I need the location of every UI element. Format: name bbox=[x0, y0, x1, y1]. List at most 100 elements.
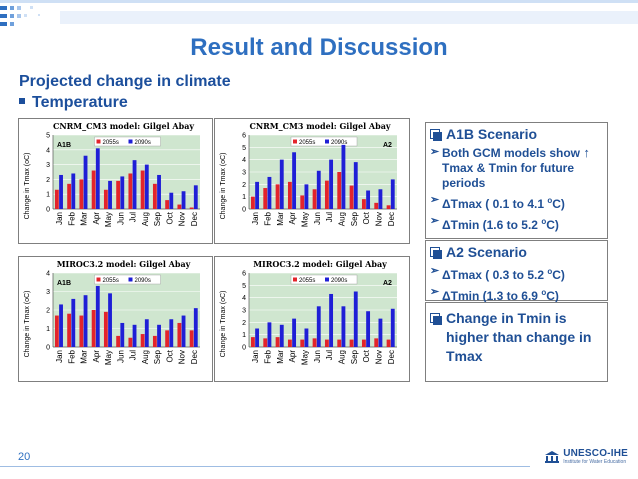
bar-2055s-May bbox=[300, 195, 305, 209]
header-decoration bbox=[0, 0, 638, 26]
bar-2090s-Dec bbox=[193, 185, 198, 209]
x-tick-label: Feb bbox=[264, 349, 273, 363]
y-tick-label: 5 bbox=[242, 145, 246, 152]
bullet-temperature: Temperature bbox=[19, 94, 128, 112]
bar-2090s-Jun bbox=[316, 306, 321, 347]
plot-area bbox=[53, 135, 200, 209]
bullet-text: Temperature bbox=[32, 94, 128, 111]
bar-2090s-Jan bbox=[59, 174, 63, 209]
bar-2090s-Jan bbox=[59, 304, 63, 347]
scenario-label: A1B bbox=[57, 280, 71, 287]
bar-2055s-May bbox=[103, 311, 108, 347]
chart-title: MIROC3.2 model: Gilgel Abay bbox=[57, 259, 191, 269]
x-tick-label: Mar bbox=[276, 212, 285, 226]
y-tick-label: 2 bbox=[242, 320, 246, 327]
legend-label: 2055s bbox=[299, 140, 315, 146]
chart-miroc-a2: MIROC3.2 model: Gilgel Abay 0 1 2 3 4 5 6 Change… bbox=[220, 259, 397, 365]
legend-box bbox=[290, 274, 358, 285]
chart-miroc-a1b: MIROC3.2 model: Gilgel Abay 0 1 2 3 4 Change i… bbox=[24, 259, 200, 365]
bar-2055s-Aug bbox=[337, 172, 342, 209]
bar-2090s-Sep bbox=[157, 324, 161, 347]
y-tick-label: 5 bbox=[46, 133, 50, 140]
y-tick-label: 2 bbox=[242, 182, 246, 189]
x-tick-label: Feb bbox=[67, 211, 76, 225]
x-tick-label: Jul bbox=[325, 350, 334, 360]
bar-2090s-Sep bbox=[157, 174, 161, 209]
bar-2090s-Jun bbox=[316, 170, 321, 209]
bar-2055s-Jan bbox=[54, 189, 59, 209]
legend-box bbox=[290, 136, 358, 147]
legend-swatch bbox=[293, 277, 297, 282]
bar-2055s-Jan bbox=[250, 196, 255, 209]
bar-2055s-Aug bbox=[140, 334, 145, 347]
x-tick-label: Nov bbox=[375, 350, 384, 364]
x-tick-label: Aug bbox=[141, 212, 150, 226]
legend-label: 2090s bbox=[135, 140, 151, 146]
x-tick-label: Dec bbox=[190, 350, 199, 364]
x-tick-label: Aug bbox=[338, 350, 347, 364]
bar-2090s-Feb bbox=[71, 173, 76, 209]
x-tick-label: Jan bbox=[251, 350, 260, 363]
legend-swatch bbox=[96, 139, 101, 144]
x-tick-label: Jan bbox=[251, 212, 260, 225]
bar-2090s-Mar bbox=[279, 324, 284, 347]
bar-2090s-Nov bbox=[378, 318, 383, 347]
x-tick-label: Jan bbox=[55, 212, 64, 225]
x-tick-label: Oct bbox=[362, 349, 371, 362]
bar-2055s-Jul bbox=[324, 180, 329, 209]
slide-title: Result and Discussion bbox=[190, 34, 448, 61]
y-tick-label: 4 bbox=[242, 295, 246, 302]
bar-2090s-Dec bbox=[193, 308, 198, 347]
logo-tagline: Institute for Water Education bbox=[563, 459, 627, 465]
legend-label: 2055s bbox=[103, 140, 119, 146]
x-tick-label: Apr bbox=[288, 212, 297, 225]
bar-2090s-Jun bbox=[120, 322, 125, 347]
bar-2090s-Jan bbox=[255, 328, 260, 347]
x-tick-label: Jun bbox=[313, 212, 322, 225]
bar-2055s-Dec bbox=[189, 330, 194, 347]
legend-label: 2090s bbox=[135, 278, 151, 284]
x-tick-label: Sep bbox=[153, 349, 162, 364]
bar-2090s-May bbox=[108, 293, 112, 347]
bar-2090s-May bbox=[304, 328, 309, 347]
bar-2055s-Nov bbox=[374, 338, 379, 347]
a2-item-tmax: ➢ ΔTmax ( 0.3 to 5.2 oC) bbox=[430, 265, 565, 282]
bar-2090s-Apr bbox=[292, 152, 297, 209]
conclusion-text: Change in Tmin is higher than change in … bbox=[430, 309, 603, 366]
bar-2055s-Oct bbox=[361, 199, 366, 209]
bar-2090s-Jul bbox=[329, 293, 334, 347]
x-tick-label: Sep bbox=[350, 349, 359, 364]
a2-item-tmin: ➢ ΔTmin (1.3 to 6.9 oC) bbox=[430, 286, 559, 303]
page-number: 20 bbox=[18, 451, 31, 463]
y-tick-label: 3 bbox=[46, 162, 50, 169]
chart-title: CNRM_CM3 model: Gilgel Abay bbox=[249, 121, 390, 131]
x-tick-label: May bbox=[301, 212, 310, 227]
bar-2055s-Feb bbox=[67, 313, 72, 347]
bar-2055s-Nov bbox=[177, 204, 182, 209]
x-tick-label: Apr bbox=[92, 212, 101, 225]
bar-2090s-Jul bbox=[329, 159, 334, 209]
y-tick-label: 6 bbox=[242, 133, 246, 140]
bar-2055s-Oct bbox=[165, 200, 170, 209]
legend-swatch bbox=[325, 139, 329, 144]
bar-2090s-Oct bbox=[366, 311, 371, 347]
x-tick-label: Mar bbox=[276, 350, 285, 364]
bar-2090s-Aug bbox=[144, 164, 149, 209]
x-tick-label: Mar bbox=[80, 212, 89, 226]
y-tick-label: 0 bbox=[242, 207, 246, 214]
bar-2055s-Jun bbox=[116, 335, 121, 347]
y-tick-label: 3 bbox=[242, 308, 246, 315]
bar-2055s-Feb bbox=[67, 183, 72, 209]
arrow-bullet-icon: ➢ bbox=[430, 194, 440, 206]
scenario-label: A1B bbox=[57, 142, 71, 149]
x-tick-label: May bbox=[104, 350, 113, 365]
x-tick-label: Jul bbox=[129, 350, 138, 360]
y-tick-label: 0 bbox=[46, 207, 50, 214]
bar-2090s-Dec bbox=[390, 179, 395, 209]
bar-2090s-Feb bbox=[71, 298, 76, 347]
y-tick-label: 3 bbox=[242, 170, 246, 177]
bar-2055s-Jul bbox=[324, 339, 329, 347]
bar-2090s-Apr bbox=[95, 285, 100, 347]
bar-2055s-Mar bbox=[79, 315, 84, 347]
bar-2055s-Apr bbox=[91, 170, 96, 209]
